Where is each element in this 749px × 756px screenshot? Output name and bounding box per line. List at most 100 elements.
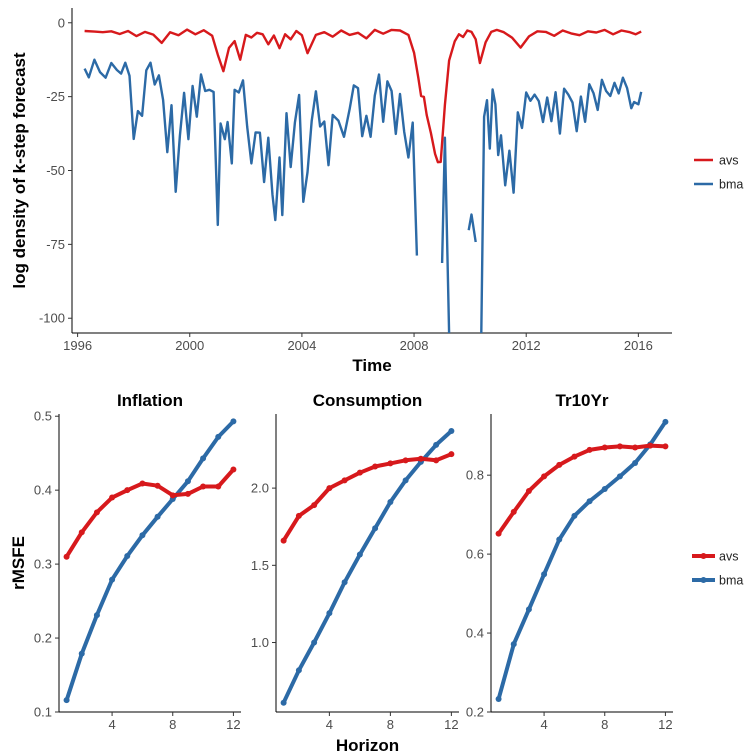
bma-point: [154, 513, 161, 520]
x-tick-label: 4: [326, 717, 333, 732]
avs-point: [601, 444, 608, 451]
avs-point: [556, 461, 563, 468]
bma-point: [341, 579, 348, 586]
x-tick-label: 8: [169, 717, 176, 732]
bma-point: [326, 610, 333, 617]
avs-point: [311, 502, 318, 509]
avs-point: [510, 508, 517, 515]
avs-series-line: [84, 28, 642, 164]
y-axis-title: log density of k-step forecast: [10, 52, 29, 288]
avs-point: [154, 482, 161, 489]
y-tick-label: -50: [46, 163, 65, 178]
bma-series-line: [496, 419, 668, 701]
y-tick-label: 1.0: [251, 635, 269, 650]
avs-point: [525, 487, 532, 494]
y-tick-label: 1.5: [251, 558, 269, 573]
avs-point: [295, 512, 302, 519]
avs-point: [387, 460, 394, 467]
avs-point: [78, 529, 85, 536]
x-tick-label: 1996: [63, 338, 92, 353]
x-tick-label: 12: [444, 717, 458, 732]
bma-point: [495, 695, 502, 702]
avs-point: [341, 477, 348, 484]
bma-point: [616, 473, 623, 480]
y-tick-label: 0.2: [34, 631, 52, 646]
legend-label: avs: [719, 154, 738, 168]
x-tick-label: 12: [226, 717, 240, 732]
bma-point: [93, 612, 100, 619]
y-tick-label: 2.0: [251, 481, 269, 496]
avs-point: [93, 509, 100, 516]
y-tick-label: 0.8: [466, 468, 484, 483]
y-tick-label: 0.5: [34, 409, 52, 424]
bma-point: [632, 459, 639, 466]
bma-point: [109, 576, 116, 583]
avs-point: [280, 537, 287, 544]
avs-point: [109, 494, 116, 501]
x-tick-label: 2016: [624, 338, 653, 353]
bma-point: [402, 477, 409, 484]
horizon-panels: Inflation 0.1 0.2 0.3 0.4 0.5 4 8 12 rMSFE Consump…: [9, 391, 673, 755]
avs-point: [63, 553, 70, 560]
bma-point: [200, 455, 207, 462]
bma-point: [525, 606, 532, 613]
avs-point: [139, 480, 146, 487]
bma-series-line: [440, 136, 451, 333]
y-tick-label: 0.1: [34, 705, 52, 720]
panel-title: Consumption: [313, 391, 423, 410]
bma-point: [387, 499, 394, 506]
avs-point: [616, 443, 623, 450]
legend-top: avs bma: [694, 154, 743, 192]
bma-point: [184, 478, 191, 485]
bma-point: [295, 667, 302, 674]
bma-point: [230, 418, 237, 425]
bma-point: [311, 639, 318, 646]
y-tick-label: 0.3: [34, 557, 52, 572]
y-tick-label: 0: [58, 15, 65, 30]
bma-point: [556, 536, 563, 543]
avs-point: [448, 451, 455, 458]
bma-point: [448, 427, 455, 434]
x-tick-label: 2012: [512, 338, 541, 353]
legend-label: bma: [719, 178, 743, 192]
y-tick-label: -75: [46, 237, 65, 252]
panel-title: Inflation: [117, 391, 183, 410]
panel-tr10yr: Tr10Yr 0.2 0.4 0.6 0.8 4 8 12: [466, 391, 673, 732]
x-tick-label: 12: [658, 717, 672, 732]
avs-point: [662, 443, 669, 450]
avs-point: [215, 483, 222, 490]
avs-point: [586, 446, 593, 453]
avs-point: [124, 487, 131, 494]
avs-point: [647, 442, 654, 449]
x-tick-label: 4: [540, 717, 547, 732]
x-tick-label: 2004: [287, 338, 316, 353]
avs-legend-point: [700, 553, 707, 559]
avs-point: [571, 453, 578, 460]
bma-series-line: [83, 58, 419, 256]
bma-point: [433, 441, 440, 448]
avs-series-line: [64, 467, 236, 559]
avs-point: [184, 490, 191, 497]
x-tick-label: 2008: [400, 338, 429, 353]
avs-series-line: [281, 452, 454, 543]
avs-point: [169, 492, 176, 499]
bma-point: [63, 697, 70, 704]
legends: avs bma avs bma: [692, 154, 743, 588]
x-axis-title: Time: [352, 356, 391, 375]
bma-point: [280, 699, 287, 706]
y-tick-label: -25: [46, 89, 65, 104]
x-tick-label: 2000: [175, 338, 204, 353]
x-tick-label: 8: [387, 717, 394, 732]
bma-point: [541, 571, 548, 578]
bma-point: [78, 650, 85, 657]
bma-point: [510, 641, 517, 648]
time-series-panel: 0 -25 -50 -75 -100 1996 2000 2004 2008 2012 2016 Ti…: [10, 8, 672, 375]
y-axis-title: rMSFE: [9, 536, 28, 590]
bma-series-line: [64, 419, 236, 703]
bma-point: [372, 525, 379, 532]
y-tick-label: 0.6: [466, 547, 484, 562]
avs-point: [372, 463, 379, 470]
bma-point: [571, 512, 578, 519]
